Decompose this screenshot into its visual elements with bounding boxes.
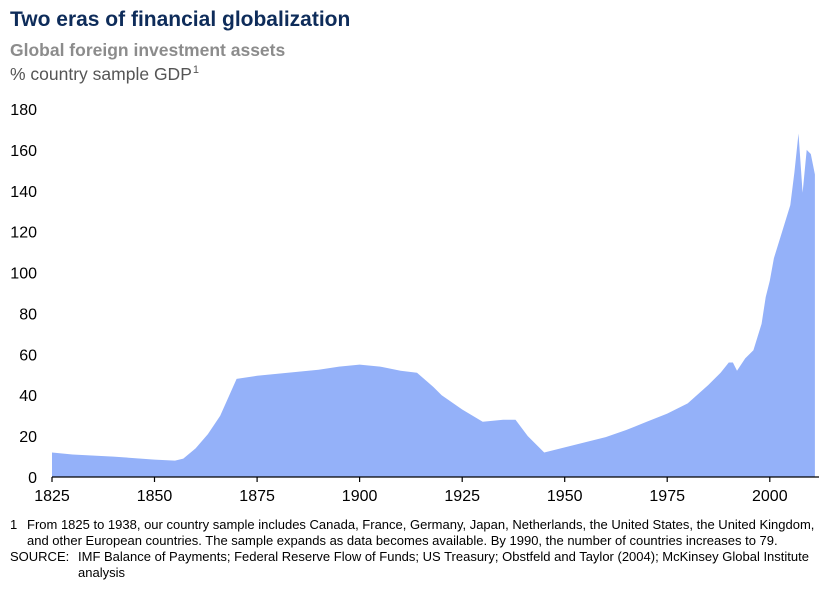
data-point <box>744 357 746 359</box>
x-tick-label: 2000 <box>752 488 788 505</box>
data-point <box>720 372 722 374</box>
footnote: 1 From 1825 to 1938, our country sample … <box>10 517 822 549</box>
chart-subtitle: Global foreign investment assets <box>10 40 286 60</box>
data-point <box>810 153 812 155</box>
data-point <box>174 460 176 462</box>
x-tick-label: 1900 <box>342 488 378 505</box>
area-chart: 0 20 40 60 80 100 120 140 160 180 1825 1850 1875 1900… <box>10 102 819 505</box>
data-point <box>769 280 771 282</box>
data-point <box>752 349 754 351</box>
data-point <box>195 447 197 449</box>
x-tick-label: 1925 <box>444 488 480 505</box>
y-tick-label: 60 <box>19 347 37 364</box>
data-point <box>207 433 209 435</box>
y-axis-unit-label: % country sample GDP1 <box>10 64 199 85</box>
data-point <box>318 369 320 371</box>
footnote-text: From 1825 to 1938, our country sample in… <box>27 517 815 548</box>
y-tick-label: 20 <box>19 429 37 446</box>
x-tick-label: 1825 <box>34 488 70 505</box>
data-point <box>379 366 381 368</box>
data-point <box>51 452 53 454</box>
y-tick-label: 180 <box>10 102 37 119</box>
data-point <box>761 323 763 325</box>
data-point <box>441 394 443 396</box>
chart-title: Two eras of financial globalization <box>10 8 351 31</box>
data-point <box>789 204 791 206</box>
data-point <box>687 402 689 404</box>
source-note: SOURCE: IMF Balance of Payments; Federal… <box>10 549 822 581</box>
data-point <box>781 231 783 233</box>
data-point <box>773 257 775 259</box>
source-label: SOURCE: <box>10 549 70 564</box>
data-point <box>802 192 804 194</box>
data-point <box>359 364 361 366</box>
data-point <box>732 362 734 364</box>
data-point <box>502 419 504 421</box>
footnote-number: 1 <box>10 517 18 532</box>
data-point <box>605 436 607 438</box>
y-tick-label: 40 <box>19 388 37 405</box>
data-point <box>219 415 221 417</box>
data-point <box>113 456 115 458</box>
y-tick-label: 140 <box>10 184 37 201</box>
y-tick-label: 120 <box>10 225 37 242</box>
data-point <box>432 386 434 388</box>
data-point <box>564 446 566 448</box>
data-point <box>236 378 238 380</box>
data-point <box>765 296 767 298</box>
data-point <box>806 149 808 151</box>
data-point <box>400 370 402 372</box>
data-point <box>277 373 279 375</box>
data-point <box>707 384 709 386</box>
unit-footnote-marker: 1 <box>192 64 199 76</box>
x-tick-label: 1875 <box>239 488 275 505</box>
area-series <box>52 133 815 477</box>
data-point <box>461 409 463 411</box>
unit-text: % country sample GDP <box>10 64 192 84</box>
data-point <box>793 171 795 173</box>
data-point <box>543 452 545 454</box>
data-point <box>338 366 340 368</box>
data-point <box>256 375 258 377</box>
data-point <box>297 371 299 373</box>
y-tick-label: 160 <box>10 143 37 160</box>
data-point <box>736 370 738 372</box>
data-point <box>482 421 484 423</box>
data-point <box>72 454 74 456</box>
data-point <box>814 173 816 175</box>
data-point <box>527 435 529 437</box>
data-point <box>798 133 800 135</box>
data-point <box>625 429 627 431</box>
y-tick-label: 100 <box>10 266 37 283</box>
data-point <box>646 421 648 423</box>
data-point <box>154 459 156 461</box>
y-tick-label: 0 <box>28 470 37 487</box>
x-tick-label: 1950 <box>547 488 583 505</box>
data-point <box>182 458 184 460</box>
x-tick-label: 1850 <box>137 488 173 505</box>
x-tick-label: 1975 <box>649 488 685 505</box>
source-text: IMF Balance of Payments; Federal Reserve… <box>78 549 809 580</box>
data-point <box>584 441 586 443</box>
data-point <box>666 413 668 415</box>
chart-notes: 1 From 1825 to 1938, our country sample … <box>10 517 822 581</box>
y-tick-label: 80 <box>19 306 37 323</box>
data-point <box>728 362 730 364</box>
data-point <box>416 372 418 374</box>
data-point <box>515 419 517 421</box>
